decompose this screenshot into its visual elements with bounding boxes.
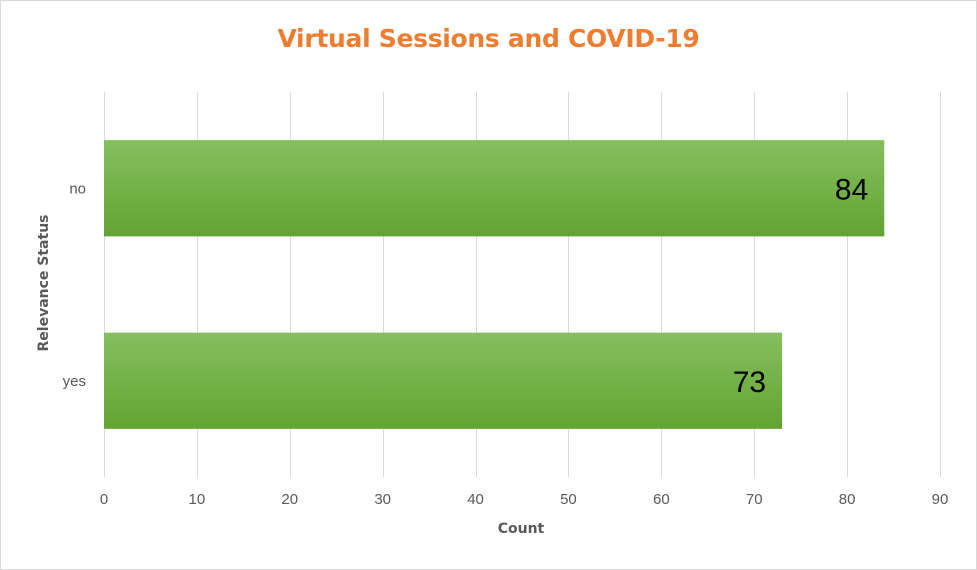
x-axis-ticks: 0 10 20 30 40 50 60 70 80 90 (100, 491, 949, 508)
x-tick-label-10: 10 (189, 491, 206, 508)
x-tick-label-60: 60 (653, 491, 670, 508)
x-tick-label-20: 20 (281, 491, 298, 508)
x-tick-label-80: 80 (839, 491, 856, 508)
y-tick-label-yes: yes (63, 373, 86, 390)
x-tick-label-30: 30 (374, 491, 391, 508)
bar-no (104, 140, 885, 237)
x-tick-label-0: 0 (100, 491, 108, 508)
data-label-yes: 73 (733, 366, 766, 399)
bar-yes (104, 332, 783, 429)
x-tick-label-90: 90 (932, 491, 949, 508)
x-axis-title: Count (498, 521, 545, 537)
x-tick-label-70: 70 (746, 491, 763, 508)
y-tick-label-no: no (69, 180, 86, 197)
bars: 84 73 (104, 140, 885, 429)
data-label-no: 84 (835, 173, 868, 206)
x-tick-label-50: 50 (560, 491, 577, 508)
y-axis-ticks: no yes (63, 180, 86, 390)
chart-title: Virtual Sessions and COVID-19 (277, 24, 700, 53)
y-axis-title: Relevance Status (36, 215, 52, 352)
x-tick-label-40: 40 (467, 491, 484, 508)
